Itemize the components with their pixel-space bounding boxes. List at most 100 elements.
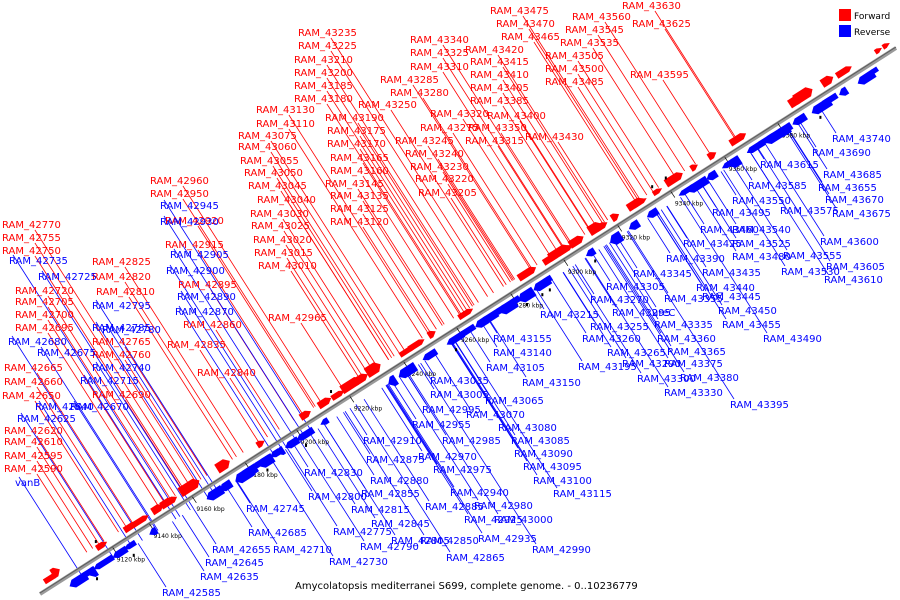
feature-mark (305, 443, 308, 447)
forward-gene-label: RAM_43015 (254, 248, 313, 259)
label-connector (654, 10, 737, 139)
reverse-gene-label: RAM_43305 (606, 282, 665, 293)
reverse-gene (124, 539, 137, 550)
label-connector (137, 543, 167, 588)
reverse-gene-label: RAM_42975 (433, 465, 492, 476)
label-connector (391, 381, 417, 420)
forward-gene (728, 133, 747, 147)
label-connector (420, 362, 537, 545)
reverse-gene-label: RAM_43295 (612, 308, 671, 319)
label-connector (285, 449, 313, 492)
label-connector (657, 211, 727, 320)
forward-gene-label: RAM_43415 (470, 57, 529, 68)
forward-gene-label: RAM_42965 (268, 313, 327, 324)
reverse-gene-label: RAM_42855 (361, 489, 420, 500)
label-connector (666, 205, 688, 239)
forward-gene-label: RAM_43075 (238, 131, 297, 142)
label-connector (799, 121, 817, 148)
reverse-gene (687, 175, 710, 193)
label-connector (577, 60, 659, 188)
reverse-gene-label: RAM_43395 (730, 400, 789, 411)
reverse-gene-label: RAM_42805 (391, 536, 450, 547)
reverse-gene-label: RAM_42850 (420, 536, 479, 547)
forward-gene-label: RAM_43465 (501, 32, 560, 43)
label-connector (362, 213, 437, 330)
label-connector (357, 122, 475, 306)
label-connector (235, 480, 251, 504)
forward-gene-label: RAM_42610 (4, 437, 63, 448)
reverse-gene (610, 230, 625, 245)
forward-gene-label: RAM_43030 (250, 209, 309, 220)
axis-tick-label: 9380 kbp (782, 132, 810, 139)
forward-gene-label: RAM_43055 (240, 156, 299, 167)
label-connector (163, 215, 306, 438)
forward-gene-label: RAM_43315 (465, 136, 524, 147)
reverse-gene (508, 295, 522, 306)
reverse-gene-label: RAM_42995 (422, 405, 481, 416)
reverse-gene-label: RAM_42725 (38, 272, 97, 283)
label-connector (442, 44, 571, 245)
axis-tick (563, 259, 569, 267)
label-connector (577, 86, 648, 196)
forward-gene-label: RAM_43535 (560, 38, 619, 49)
label-connector (36, 460, 94, 549)
label-connector (47, 332, 159, 507)
label-connector (533, 41, 637, 203)
reverse-gene-label: RAM_43090 (514, 449, 573, 460)
forward-gene-label: RAM_43280 (390, 88, 449, 99)
forward-gene-label: RAM_42690 (92, 390, 151, 401)
label-connector (290, 270, 360, 379)
label-connector (655, 212, 707, 292)
label-connector (359, 135, 471, 309)
label-connector (442, 171, 513, 282)
axis-tick-label: 9320 kbp (622, 234, 650, 241)
legend-reverse-swatch (839, 25, 851, 37)
label-connector (574, 264, 595, 295)
reverse-gene-label: RAM_43335 (654, 320, 713, 331)
forward-gene-label: RAM_43020 (253, 235, 312, 246)
forward-gene-label: RAM_43545 (565, 25, 624, 36)
label-connector (181, 514, 210, 558)
legend: Forward Reverse (839, 9, 891, 38)
forward-gene-label: RAM_43410 (470, 70, 529, 81)
label-connector (452, 132, 538, 266)
reverse-gene-label: RAM_43550 (732, 196, 791, 207)
label-connector (362, 226, 431, 334)
forward-gene (706, 152, 717, 161)
forward-gene-label: RAM_43630 (622, 1, 681, 12)
feature-mark (819, 115, 822, 119)
label-connector (124, 266, 244, 453)
reverse-gene-label: RAM_42905 (170, 250, 229, 261)
feature-mark (266, 468, 269, 472)
label-connector (124, 281, 237, 458)
label-connector (562, 271, 612, 348)
label-connector (442, 71, 559, 253)
forward-gene-label: RAM_42825 (92, 257, 151, 268)
reverse-gene-label: RAM_42785 (92, 323, 151, 334)
forward-gene (131, 515, 149, 528)
reverse-gene-label: RAM_43445 (702, 292, 761, 303)
forward-gene-label: RAM_43420 (465, 45, 524, 56)
forward-gene-label: RAM_43050 (244, 168, 303, 179)
label-connector (405, 372, 447, 436)
label-connector (386, 384, 438, 465)
axis-tick-label: 9280 kbp (515, 303, 543, 310)
reverse-gene (646, 207, 660, 218)
label-connector (497, 145, 564, 249)
feature-mark (594, 259, 597, 263)
axis-tick-label: 9200 kbp (301, 439, 329, 446)
forward-gene-label: RAM_43025 (251, 221, 310, 232)
reverse-gene (422, 348, 439, 361)
reverse-gene-label: RAM_43080 (498, 423, 557, 434)
reverse-gene (88, 565, 99, 577)
forward-gene-label: RAM_42895 (178, 280, 237, 291)
label-connector (666, 205, 707, 268)
label-connector (626, 231, 735, 400)
forward-gene-label: RAM_42705 (15, 297, 74, 308)
label-connector (285, 244, 369, 374)
reverse-gene-label: RAM_43455 (722, 320, 781, 331)
forward-gene-label: RAM_43400 (487, 111, 546, 122)
reverse-gene (149, 526, 159, 536)
label-connector (41, 270, 194, 509)
